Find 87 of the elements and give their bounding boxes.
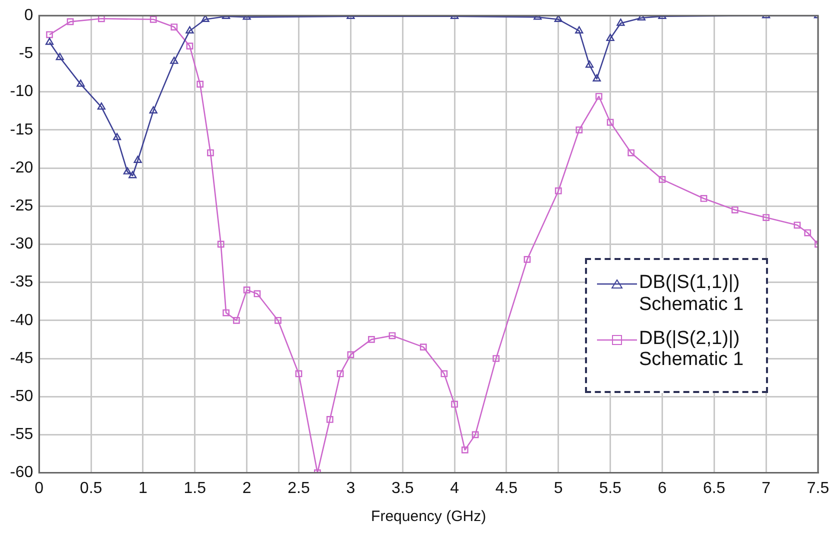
x-tick-label: 4 (450, 480, 460, 497)
y-tick-label: 0 (24, 7, 34, 24)
x-tick-label: 1.5 (184, 480, 206, 497)
point (243, 286, 250, 294)
y-tick-label: -15 (10, 121, 34, 138)
x-tick-label: 7.5 (806, 480, 830, 497)
point (461, 446, 468, 454)
point (217, 240, 224, 248)
point (595, 92, 602, 100)
point (97, 102, 106, 110)
point (388, 332, 396, 340)
point (585, 60, 594, 68)
point (606, 34, 614, 42)
point (134, 156, 142, 163)
point (186, 42, 194, 50)
point (440, 370, 448, 378)
point (170, 56, 178, 64)
point (592, 74, 601, 82)
point (804, 229, 812, 236)
point (295, 370, 302, 378)
point (336, 370, 344, 378)
y-tick-label: -20 (10, 159, 34, 176)
x-tick-label: 5 (554, 480, 563, 497)
legend-label: DB(|S(2,1)|) Schematic 1 (639, 328, 744, 372)
point (616, 18, 625, 26)
point (658, 176, 666, 183)
point (575, 26, 584, 34)
point (554, 187, 562, 194)
point (274, 316, 282, 324)
point (76, 80, 85, 87)
x-tick-label: 6 (658, 480, 667, 497)
point (347, 351, 354, 358)
point (628, 149, 634, 156)
point (731, 206, 738, 214)
y-tick-label: -35 (10, 274, 34, 291)
point (576, 126, 583, 134)
point (492, 355, 500, 362)
point (128, 171, 137, 178)
point (233, 316, 240, 324)
point (420, 344, 427, 350)
y-tick-label: -60 (10, 464, 34, 482)
point (186, 26, 194, 34)
point (170, 24, 178, 30)
point (326, 416, 334, 423)
point (762, 214, 770, 221)
point (196, 80, 204, 88)
point (201, 16, 210, 22)
y-tick-label: -5 (18, 45, 34, 62)
x-tick-label: 4.5 (495, 480, 518, 497)
x-tick-label: 7 (762, 480, 771, 497)
point (700, 195, 708, 202)
point (472, 431, 479, 438)
x-tick-label: 1 (138, 480, 148, 497)
x-axis-title: Frequency (GHz) (371, 508, 486, 526)
y-tick-label: -50 (10, 388, 34, 406)
x-tick-label: 6.5 (703, 480, 726, 497)
point (207, 149, 214, 156)
x-tick-label: 3 (346, 480, 356, 497)
point (368, 336, 375, 343)
point (123, 167, 132, 174)
point (46, 31, 53, 38)
y-tick-label: -55 (10, 426, 34, 444)
point (794, 222, 801, 229)
y-tick-label: -45 (10, 350, 34, 367)
point (554, 16, 562, 22)
point (112, 132, 122, 140)
x-tick-label: 2 (242, 480, 252, 497)
x-tick-label: 3.5 (391, 480, 414, 497)
point (254, 290, 261, 298)
y-tick-label: -40 (10, 312, 34, 329)
y-tick-label: -30 (10, 236, 34, 253)
point (150, 16, 157, 23)
y-tick-label: -25 (10, 198, 34, 215)
point (524, 256, 531, 263)
point (56, 52, 64, 60)
x-tick-label: 0.5 (80, 480, 102, 497)
point (222, 309, 230, 316)
legend-label: DB(|S(1,1)|) Schematic 1 (639, 272, 744, 316)
point (98, 16, 105, 22)
point (149, 106, 158, 114)
y-tick-label: -10 (10, 83, 34, 100)
x-tick-label: 2.5 (288, 480, 310, 497)
point (45, 38, 54, 45)
point (606, 118, 614, 126)
point (66, 18, 74, 26)
point (451, 400, 458, 408)
x-tick-label: 5.5 (599, 480, 622, 497)
